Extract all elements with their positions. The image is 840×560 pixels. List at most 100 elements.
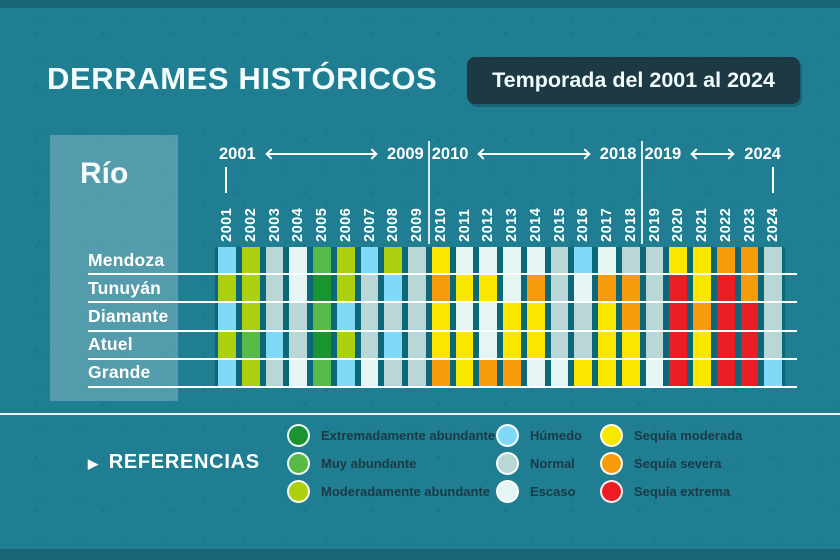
legend-item: Sequía severa <box>600 452 742 475</box>
year-label: 2004 <box>290 207 307 242</box>
heatmap-cell <box>429 247 453 276</box>
legend-item: Sequía moderada <box>600 424 742 447</box>
heatmap-cell <box>500 275 524 304</box>
heatmap-cell <box>215 331 239 360</box>
heatmap-cell <box>690 247 714 276</box>
legend-label: Sequía moderada <box>634 428 743 443</box>
timeline-arrow <box>692 153 734 155</box>
heatmap-cell <box>761 275 785 304</box>
heatmap-cell <box>500 359 524 388</box>
heatmap-cell <box>334 331 358 360</box>
heatmap-cell <box>215 275 239 304</box>
heatmap-cell <box>405 275 429 304</box>
river-label: Grande <box>88 362 151 383</box>
heatmap-cell <box>215 247 239 276</box>
legend-swatch <box>496 480 519 503</box>
year-label: 2008 <box>385 207 402 242</box>
heatmap-cell <box>643 303 667 332</box>
legend-item: Húmedo <box>496 424 600 447</box>
references-label: REFERENCIAS <box>108 451 260 473</box>
legend-item: Sequía extrema <box>600 480 742 503</box>
heatmap-cell <box>429 331 453 360</box>
heatmap-cell <box>239 331 263 360</box>
heatmap-cell <box>761 331 785 360</box>
heatmap-cell <box>263 359 287 388</box>
timeline-group: 2019 2024 <box>641 142 786 166</box>
timeline-year: 2024 <box>744 144 781 163</box>
heatmap-cell <box>405 331 429 360</box>
heatmap-cell <box>548 359 572 388</box>
year-label: 2006 <box>337 207 354 242</box>
bottom-edge-shadow <box>0 549 840 560</box>
play-icon: ▶ <box>88 456 99 471</box>
year-label: 2011 <box>456 208 473 242</box>
year-label: 2001 <box>218 207 235 242</box>
heatmap-cell <box>239 303 263 332</box>
year-label: 2018 <box>622 207 639 242</box>
heatmap-cell <box>595 247 619 276</box>
legend-item: Moderadamente abundante <box>287 480 496 503</box>
heatmap-cell <box>381 303 405 332</box>
row-divider <box>88 386 797 388</box>
rio-header-panel: Río <box>50 135 178 401</box>
timeline-group: 2001 2009 <box>215 142 428 166</box>
heatmap-cell <box>714 359 738 388</box>
legend-swatch <box>496 452 519 475</box>
legend-label: Extremadamente abundante <box>321 428 496 443</box>
legend-label: Escaso <box>530 484 576 499</box>
heatmap-cell <box>571 359 595 388</box>
heatmap-cell <box>476 331 500 360</box>
heatmap-cell <box>690 275 714 304</box>
heatmap-cell <box>453 331 477 360</box>
timeline-year: 2009 <box>387 144 424 163</box>
legend-item: Extremadamente abundante <box>287 424 496 447</box>
heatmap-cell <box>405 359 429 388</box>
heatmap-cell <box>500 247 524 276</box>
heatmap-cell <box>334 303 358 332</box>
rio-header: Río <box>80 157 129 190</box>
year-label: 2020 <box>670 207 687 242</box>
year-axis: 2001 2002 2003 2004 2005 2006 2007 2008 2009 2010… <box>215 190 785 242</box>
heatmap-cell <box>286 247 310 276</box>
timeline-tick <box>772 167 774 193</box>
year-label: 2007 <box>361 207 378 242</box>
heatmap-cell <box>239 275 263 304</box>
heatmap-cell <box>571 275 595 304</box>
heatmap-cell <box>429 303 453 332</box>
heatmap-cell <box>334 359 358 388</box>
timeline-separator <box>428 141 430 244</box>
year-label: 2015 <box>551 207 568 242</box>
heatmap-cell <box>381 331 405 360</box>
section-divider <box>0 413 840 415</box>
legend-item: Normal <box>496 452 600 475</box>
heatmap-cell <box>453 275 477 304</box>
heatmap-cell <box>286 359 310 388</box>
year-label: 2016 <box>575 207 592 242</box>
timeline-arrow <box>266 153 377 155</box>
heatmap-cell <box>690 303 714 332</box>
heatmap-cell <box>595 275 619 304</box>
heatmap-cell <box>453 359 477 388</box>
legend-label: Muy abundante <box>321 456 417 471</box>
year-label: 2014 <box>527 207 544 242</box>
heatmap-cell <box>571 331 595 360</box>
heatmap-cell <box>714 275 738 304</box>
legend-swatch <box>287 424 310 447</box>
heatmap-cell <box>571 303 595 332</box>
heatmap-cell <box>215 303 239 332</box>
heatmap-cell <box>500 303 524 332</box>
heatmap-cell <box>666 275 690 304</box>
heatmap-cell <box>358 359 382 388</box>
heatmap-cell <box>595 303 619 332</box>
timeline: 2001 2009 2010 2018 2019 2024 <box>215 142 785 166</box>
heatmap-cell <box>476 303 500 332</box>
heatmap-cell <box>738 303 762 332</box>
timeline-separator <box>641 141 643 244</box>
heatmap-cell <box>215 359 239 388</box>
heatmap-cell <box>690 331 714 360</box>
heatmap-cell <box>405 303 429 332</box>
timeline-year: 2010 <box>431 144 469 163</box>
heatmap-cell <box>405 247 429 276</box>
timeline-year: 2018 <box>599 144 637 163</box>
legend-swatch <box>287 480 310 503</box>
